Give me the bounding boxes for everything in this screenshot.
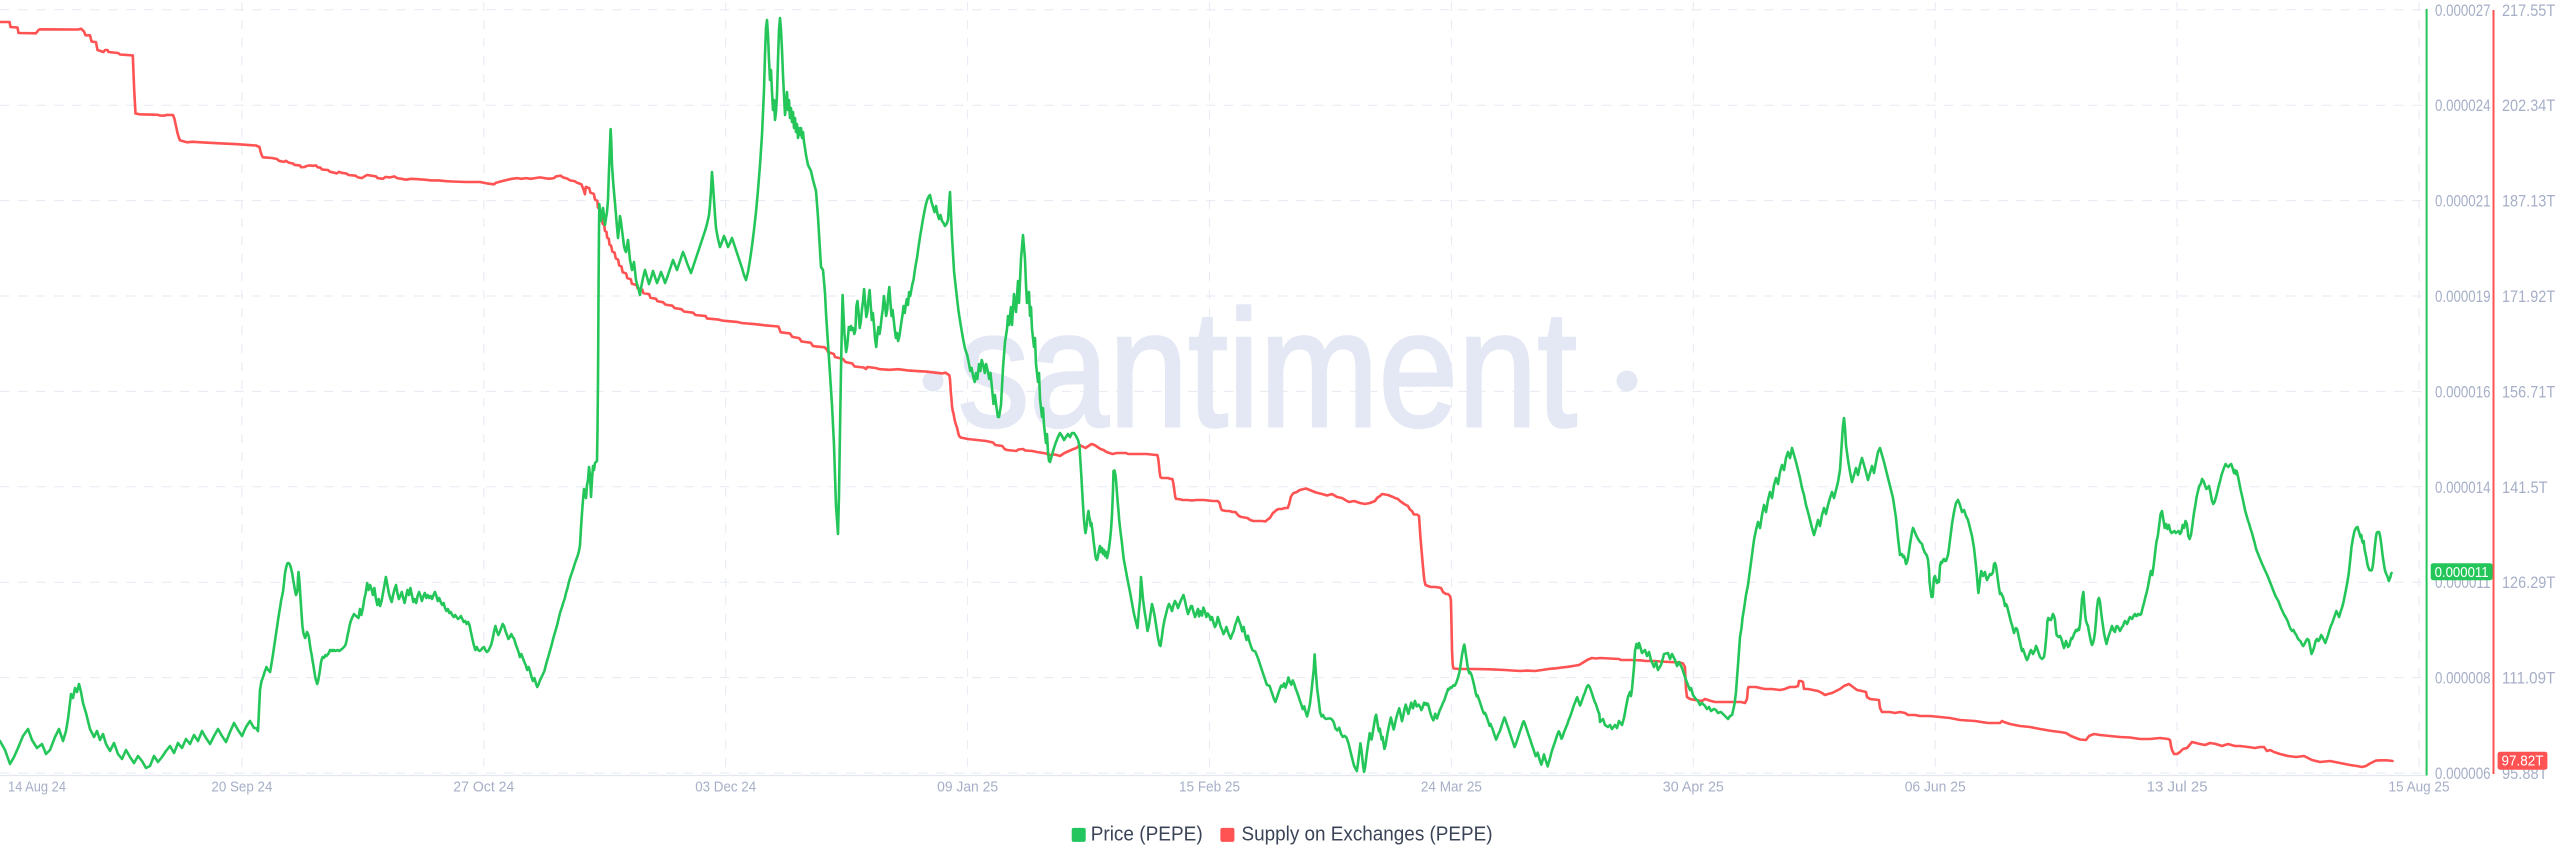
svg-text:09 Jan 25: 09 Jan 25 (937, 780, 998, 796)
svg-text:171.92T: 171.92T (2502, 287, 2555, 306)
svg-text:111.09T: 111.09T (2502, 669, 2555, 688)
svg-text:0.000024: 0.000024 (2435, 96, 2491, 115)
svg-text:30 Apr 25: 30 Apr 25 (1663, 780, 1724, 796)
svg-text:06 Jun 25: 06 Jun 25 (1905, 780, 1966, 796)
svg-text:Price (PEPE): Price (PEPE) (1091, 824, 1203, 846)
svg-text:Supply on Exchanges (PEPE): Supply on Exchanges (PEPE) (1242, 824, 1493, 846)
svg-text:0.000014: 0.000014 (2435, 478, 2491, 497)
svg-text:187.13T: 187.13T (2502, 192, 2555, 211)
svg-text:santiment: santiment (958, 277, 1577, 462)
svg-text:27 Oct 24: 27 Oct 24 (453, 780, 514, 796)
svg-text:03 Dec 24: 03 Dec 24 (695, 780, 756, 796)
svg-text:217.55T: 217.55T (2502, 1, 2555, 20)
svg-text:24 Mar 25: 24 Mar 25 (1421, 780, 1482, 796)
svg-text:141.5T: 141.5T (2502, 478, 2548, 497)
svg-text:156.71T: 156.71T (2502, 382, 2555, 401)
svg-text:15 Aug 25: 15 Aug 25 (2389, 780, 2450, 796)
svg-text:14 Aug 24: 14 Aug 24 (8, 780, 66, 796)
svg-text:0.000027: 0.000027 (2435, 1, 2491, 20)
svg-text:0.000016: 0.000016 (2435, 382, 2491, 401)
svg-text:20 Sep 24: 20 Sep 24 (211, 780, 272, 796)
svg-text:0.000021: 0.000021 (2435, 192, 2491, 211)
svg-text:126.29T: 126.29T (2502, 573, 2555, 592)
svg-text:0.000019: 0.000019 (2435, 287, 2491, 306)
svg-text:0.000011: 0.000011 (2435, 564, 2489, 581)
svg-text:13 Jul 25: 13 Jul 25 (2147, 780, 2208, 796)
svg-text:97.82T: 97.82T (2502, 753, 2544, 770)
svg-text:0.000008: 0.000008 (2435, 669, 2491, 688)
svg-text:15 Feb 25: 15 Feb 25 (1179, 780, 1240, 796)
svg-text:202.34T: 202.34T (2502, 96, 2555, 115)
svg-text:0.000006: 0.000006 (2435, 764, 2491, 783)
